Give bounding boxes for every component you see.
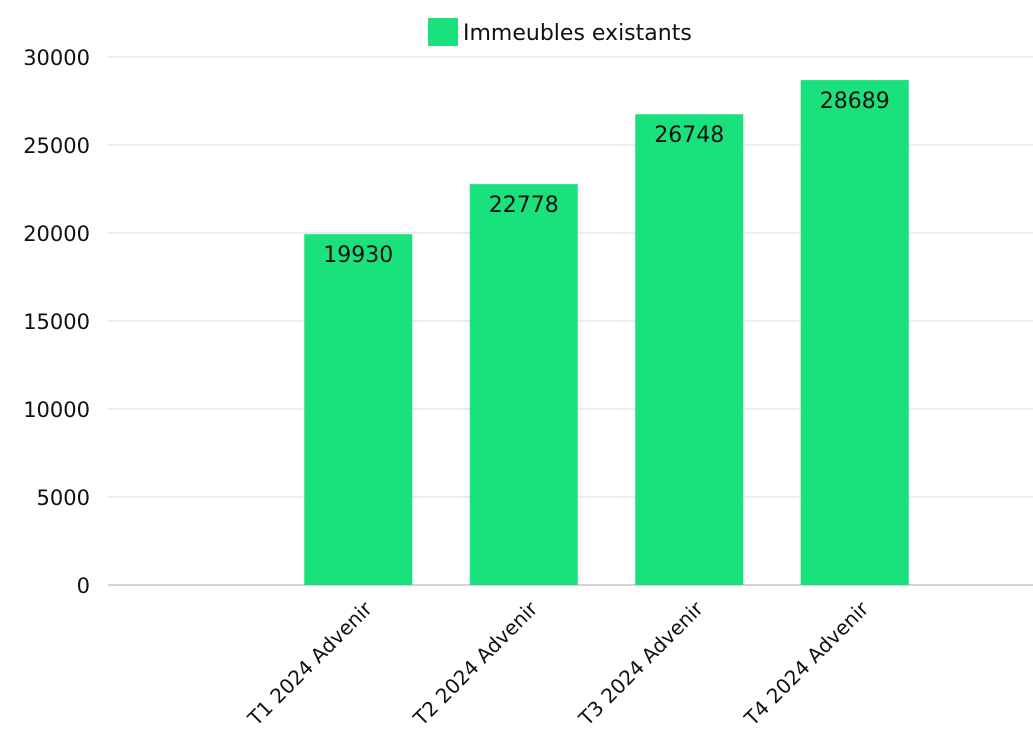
data-label: 19930: [323, 243, 393, 268]
y-tick-label: 25000: [23, 134, 90, 158]
data-label: 26748: [654, 123, 724, 148]
legend-swatch: [428, 18, 458, 46]
bars: [304, 80, 909, 586]
data-labels: 19930 22778 26748 28689: [323, 89, 890, 268]
y-tick-label: 10000: [23, 398, 90, 422]
x-tick-label: T4 2024 Advenir: [739, 596, 874, 731]
x-tick-label: T1 2024 Advenir: [242, 596, 377, 731]
bar: [304, 234, 413, 585]
y-tick-label: 0: [77, 574, 90, 598]
legend-label: Immeubles existants: [463, 21, 692, 46]
y-axis: 0 5000 10000 15000 20000 25000 30000: [23, 46, 90, 598]
x-axis: T1 2024 Advenir T2 2024 Advenir T3 2024 Ad…: [242, 596, 874, 731]
y-tick-label: 20000: [23, 222, 90, 246]
bar: [635, 114, 744, 585]
data-label: 28689: [820, 89, 890, 114]
bar: [800, 80, 909, 585]
data-label: 22778: [489, 193, 559, 218]
y-tick-label: 30000: [23, 46, 90, 70]
bar: [469, 184, 578, 586]
x-tick-label: T3 2024 Advenir: [573, 596, 708, 731]
legend: Immeubles existants: [428, 18, 692, 46]
y-tick-label: 5000: [37, 486, 90, 510]
x-tick-label: T2 2024 Advenir: [408, 596, 543, 731]
y-tick-label: 15000: [23, 310, 90, 334]
